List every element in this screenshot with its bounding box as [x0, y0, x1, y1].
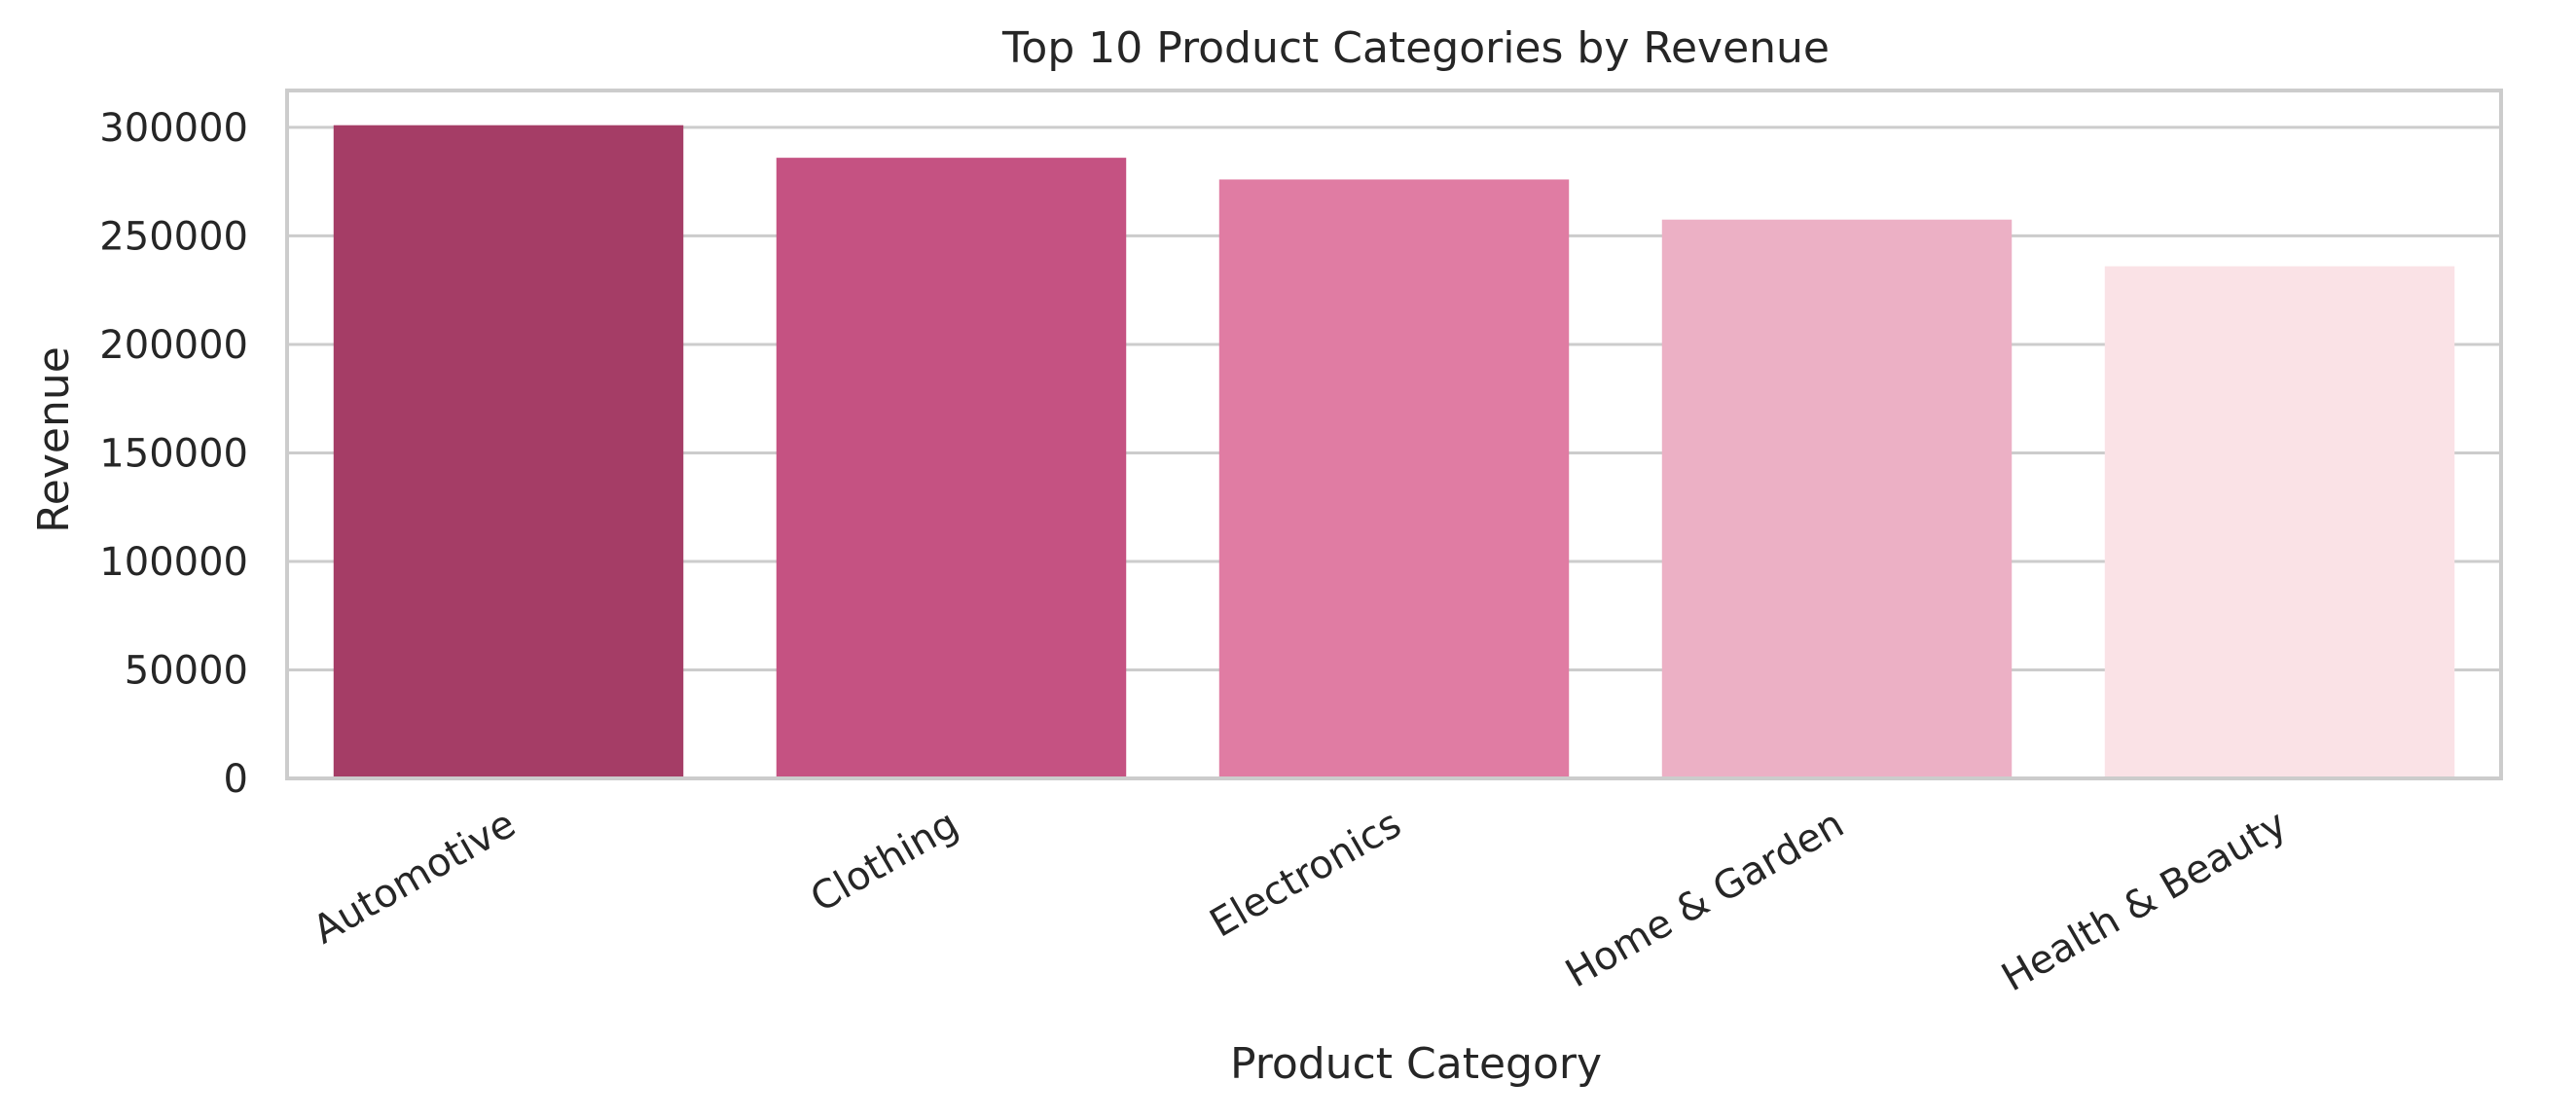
plot-frame: [285, 89, 2503, 780]
chart-title: Top 10 Product Categories by Revenue: [1001, 23, 1830, 73]
y-tick-label: 200000: [99, 323, 248, 368]
bars: [333, 125, 2455, 779]
bar-health-beauty: [2104, 266, 2455, 779]
y-tick-label: 150000: [99, 431, 248, 476]
bar-automotive: [333, 125, 684, 778]
y-axis-label: Revenue: [29, 346, 79, 533]
y-tick-label: 0: [224, 757, 248, 802]
y-tick-label: 250000: [99, 214, 248, 259]
y-tick-label: 100000: [99, 540, 248, 585]
y-axis-ticks: 0 50000 100000 150000 200000 250000 300000: [99, 106, 248, 802]
bar-electronics: [1218, 179, 1570, 778]
bar-home-garden: [1661, 219, 2013, 778]
y-tick-label: 50000: [125, 648, 248, 693]
x-axis-label: Product Category: [1230, 1039, 1602, 1089]
bar-clothing: [776, 158, 1127, 778]
y-tick-label: 300000: [99, 106, 248, 151]
